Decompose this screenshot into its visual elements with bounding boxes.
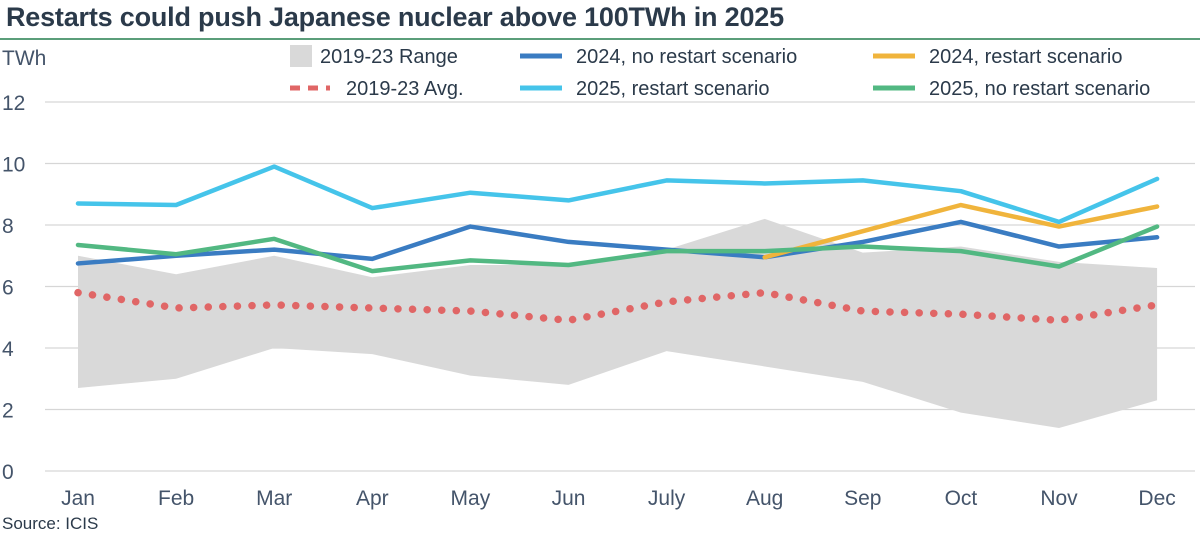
x-tick-label: May [451, 487, 491, 510]
series-line [75, 224, 1160, 274]
series-lines [74, 164, 1161, 325]
legend-label: 2019-23 Avg. [346, 78, 464, 100]
source-note: Source: ICIS [2, 514, 99, 533]
range-area [78, 218, 1158, 428]
y-tick-label: 10 [2, 154, 25, 177]
y-tick-label: 0 [2, 461, 14, 484]
y-axis-label: TWh [2, 47, 46, 70]
series-line [762, 202, 1160, 260]
legend-label: 2024, no restart scenario [576, 46, 797, 68]
x-tick-label: Sep [844, 487, 881, 510]
axes: 0 2 4 6 8 10 12 TWh Jan Feb Mar Apr May Jun July Aug Sep… [2, 47, 1176, 510]
x-tick-label: Aug [746, 487, 783, 510]
x-tick-label: Mar [256, 487, 292, 510]
y-tick-label: 8 [2, 215, 14, 238]
x-tick-label: Oct [945, 487, 978, 510]
x-tick-label: July [648, 487, 686, 510]
chart-title: Restarts could push Japanese nuclear abo… [6, 2, 784, 32]
x-tick-label: Feb [158, 487, 194, 510]
legend-label: 2025, no restart scenario [929, 78, 1150, 100]
y-tick-label: 6 [2, 277, 14, 300]
x-tick-label: Jan [61, 487, 95, 510]
series-line [74, 288, 1161, 325]
y-tick-label: 4 [2, 338, 14, 361]
series-line [75, 219, 1160, 266]
legend-label: 2024, restart scenario [929, 46, 1122, 68]
x-tick-label: Jun [552, 487, 586, 510]
x-tick-label: Apr [356, 487, 389, 510]
title-divider [0, 38, 1200, 40]
range-band [78, 218, 1158, 428]
x-tick-label: Nov [1040, 487, 1078, 510]
legend-label: 2019-23 Range [320, 46, 458, 68]
legend-swatch [290, 45, 312, 67]
y-tick-label: 2 [2, 400, 14, 423]
series-line [75, 164, 1160, 225]
x-tick-label: Dec [1138, 487, 1175, 510]
legend: 2019-23 Range 2019-23 Avg. 2024, no restar… [290, 45, 1150, 100]
y-tick-label: 12 [2, 92, 25, 115]
legend-label: 2025, restart scenario [576, 78, 769, 100]
